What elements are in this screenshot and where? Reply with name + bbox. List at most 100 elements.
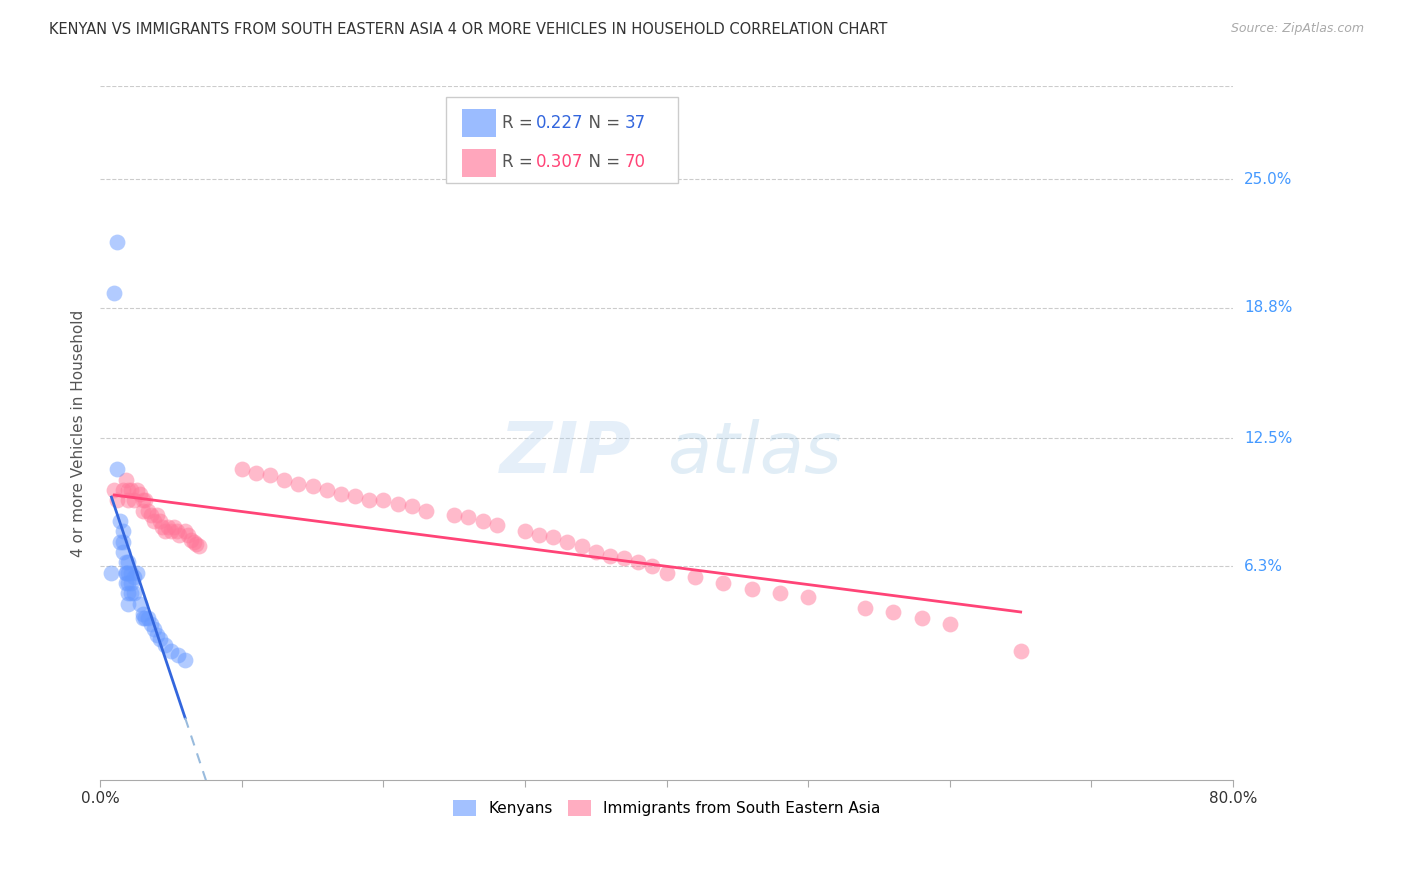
Point [245, 467, 267, 481]
Point [655, 566, 678, 580]
Point [166, 524, 188, 539]
Point [259, 468, 281, 483]
Point [108, 534, 131, 549]
Point [117, 597, 139, 611]
Point [527, 528, 550, 542]
Point [513, 524, 536, 539]
Point [882, 605, 904, 619]
Point [939, 617, 962, 632]
Text: 12.5%: 12.5% [1244, 431, 1292, 446]
Text: 70: 70 [624, 153, 645, 171]
Point [131, 493, 153, 508]
Point [155, 638, 177, 652]
Point [139, 617, 162, 632]
Legend: Kenyans, Immigrants from South Eastern Asia: Kenyans, Immigrants from South Eastern A… [446, 793, 889, 824]
Point [387, 497, 409, 511]
Point [125, 566, 148, 580]
Point [557, 534, 579, 549]
Point [146, 508, 169, 522]
FancyBboxPatch shape [446, 96, 678, 184]
Point [415, 503, 437, 517]
Text: 0.307: 0.307 [536, 153, 583, 171]
Point [571, 539, 593, 553]
Point [373, 493, 395, 508]
Text: 6.3%: 6.3% [1244, 559, 1284, 574]
Point [443, 508, 465, 522]
Point [136, 503, 159, 517]
Point [471, 514, 494, 528]
Point [114, 555, 136, 569]
Point [131, 611, 153, 625]
Point [401, 500, 423, 514]
Point [543, 531, 565, 545]
Point [174, 652, 197, 666]
Point [111, 524, 134, 539]
Point [152, 520, 174, 534]
Point [711, 576, 734, 591]
Point [114, 473, 136, 487]
Text: N =: N = [578, 153, 626, 171]
Point [122, 586, 145, 600]
Point [160, 524, 183, 539]
Point [741, 582, 763, 597]
Point [131, 503, 153, 517]
Point [142, 622, 165, 636]
Point [1010, 644, 1032, 658]
Point [125, 483, 148, 497]
Point [344, 489, 367, 503]
Text: atlas: atlas [666, 419, 841, 488]
Point [117, 576, 139, 591]
Point [139, 508, 162, 522]
Point [117, 586, 139, 600]
FancyBboxPatch shape [461, 110, 495, 137]
Point [120, 576, 142, 591]
Point [683, 570, 706, 584]
Point [120, 566, 142, 580]
Point [599, 549, 621, 563]
Point [131, 607, 153, 621]
Point [117, 555, 139, 569]
Text: N =: N = [578, 113, 626, 131]
Point [105, 462, 128, 476]
Point [146, 628, 169, 642]
Point [114, 576, 136, 591]
Point [231, 462, 253, 476]
Point [120, 483, 142, 497]
Point [105, 235, 128, 249]
Point [641, 559, 664, 574]
Point [910, 611, 932, 625]
Point [627, 555, 650, 569]
Point [128, 487, 150, 501]
Point [149, 514, 172, 528]
Text: R =: R = [502, 113, 538, 131]
Point [155, 524, 177, 539]
Point [315, 483, 337, 497]
Point [613, 551, 636, 566]
Point [797, 591, 820, 605]
Point [585, 545, 607, 559]
Point [117, 483, 139, 497]
Point [114, 566, 136, 580]
Point [169, 528, 191, 542]
Point [769, 586, 792, 600]
Point [149, 632, 172, 646]
Point [186, 537, 208, 551]
Point [287, 476, 309, 491]
Y-axis label: 4 or more Vehicles in Household: 4 or more Vehicles in Household [72, 310, 86, 557]
Point [177, 528, 200, 542]
Point [301, 479, 323, 493]
Text: 37: 37 [624, 113, 645, 131]
Point [142, 514, 165, 528]
Point [134, 493, 156, 508]
Text: ZIP: ZIP [501, 419, 633, 488]
Text: R =: R = [502, 153, 538, 171]
Point [136, 611, 159, 625]
Point [111, 545, 134, 559]
Point [188, 539, 211, 553]
Text: Source: ZipAtlas.com: Source: ZipAtlas.com [1230, 22, 1364, 36]
Point [157, 520, 180, 534]
Point [329, 487, 352, 501]
Point [103, 286, 125, 301]
Point [103, 483, 125, 497]
Point [114, 566, 136, 580]
